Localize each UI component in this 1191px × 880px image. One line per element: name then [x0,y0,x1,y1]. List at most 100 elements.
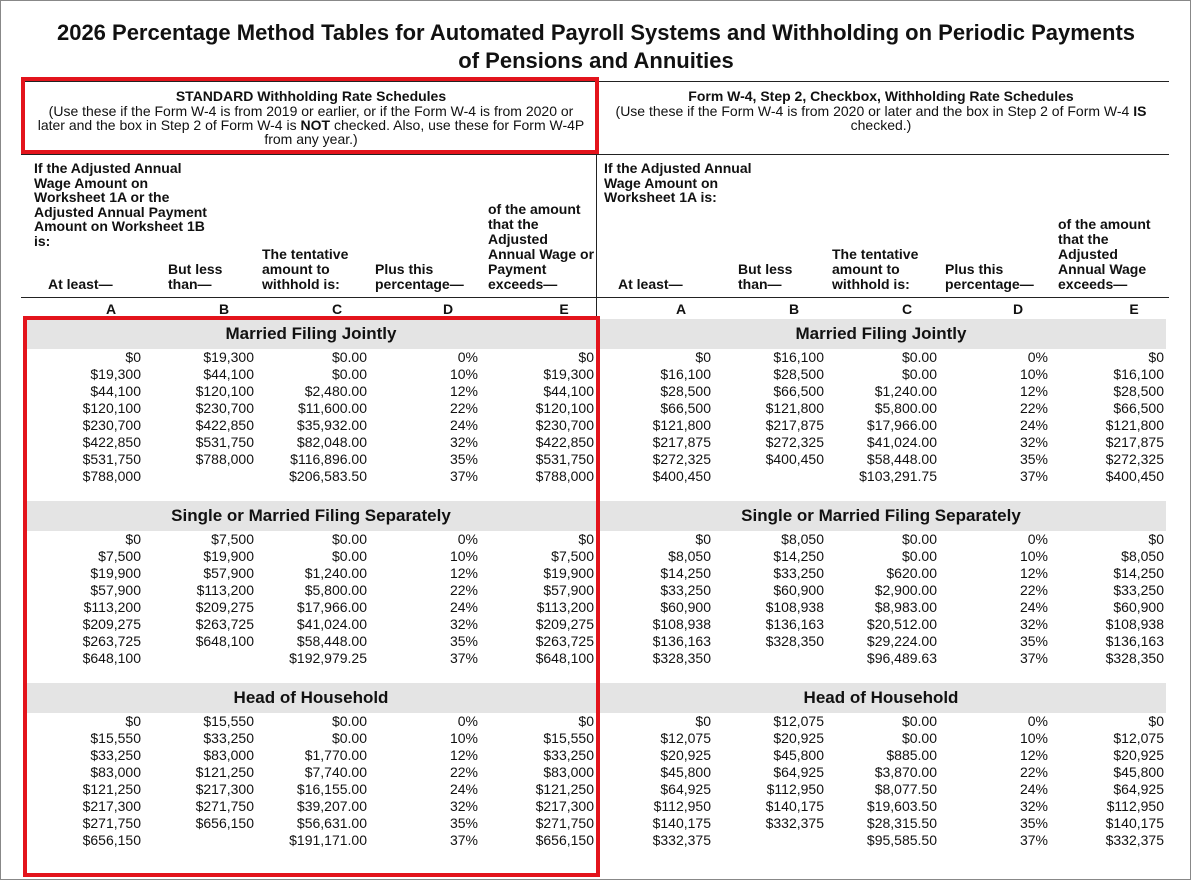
table-cell: 35% [449,815,478,831]
table-cell: $14,250 [660,565,711,581]
table-cell: $209,275 [82,616,141,632]
table-cell: $217,300 [535,798,594,814]
table-cell: 24% [1019,599,1048,615]
section-band [596,319,1166,349]
rule [21,297,1169,298]
table-cell: $95,585.50 [866,832,937,848]
table-cell: $0 [1148,349,1164,365]
table-cell: 10% [1019,366,1048,382]
section-title: Single or Married Filing Separately [171,506,451,525]
table-cell: $422,850 [195,417,254,433]
table-cell: $20,925 [1113,747,1164,763]
table-cell: $620.00 [886,565,937,581]
table-cell: $788,000 [195,451,254,467]
table-cell: $60,900 [1113,599,1164,615]
table-cell: $16,155.00 [296,781,367,797]
table-cell: $15,550 [203,713,254,729]
table-cell: $0 [578,713,594,729]
table-cell: $8,050 [668,548,711,564]
column-letter: E [559,301,569,317]
table-cell: 12% [449,383,478,399]
section-title: Single or Married Filing Separately [741,506,1021,525]
table-cell: 22% [449,400,478,416]
table-cell: $648,100 [195,633,254,649]
table-cell: $271,750 [195,798,254,814]
table-cell: 12% [449,747,478,763]
table-cell: $28,315.50 [866,815,937,831]
table-cell: $328,350 [765,633,824,649]
table-cell: $0 [695,531,711,547]
column-letter: D [442,301,454,317]
table-cell: 22% [1019,582,1048,598]
panel-note: (Use these if the Form W-4 is from 2019 … [36,104,586,146]
table-cell: $64,925 [1113,781,1164,797]
table-cell: $19,900 [90,565,141,581]
section-band [26,683,596,713]
table-cell: 12% [1019,565,1048,581]
table-cell: $19,300 [543,366,594,382]
table-cell: $57,900 [203,565,254,581]
table-cell: $272,325 [1105,451,1164,467]
table-cell: $8,050 [781,531,824,547]
table-cell: $0 [578,531,594,547]
note-part: IS [1133,103,1147,119]
section-band [26,501,596,531]
table-cell: $57,900 [90,582,141,598]
table-cell: 0% [457,349,478,365]
table-cell: $96,489.63 [866,650,937,666]
table-cell: $217,875 [765,417,824,433]
column-letter: D [1012,301,1024,317]
section-title: Married Filing Jointly [225,324,397,343]
table-cell: $83,000 [203,747,254,763]
table-cell: $58,448.00 [296,633,367,649]
table-cell: $531,750 [195,434,254,450]
table-cell: 32% [1019,616,1048,632]
section-title: Head of Household [803,688,959,707]
table-cell: $0.00 [331,531,367,547]
table-cell: $230,700 [82,417,141,433]
table-cell: $7,500 [551,548,594,564]
column-letter: C [901,301,913,317]
table-cell: $7,500 [211,531,254,547]
title: 2026 Percentage Method Tables for Automa… [56,20,1136,73]
table-cell: $0.00 [331,713,367,729]
table-cell: $271,750 [535,815,594,831]
table-cell: 0% [1027,713,1048,729]
table-cell: $0 [125,349,141,365]
table-cell: $1,240.00 [304,565,367,581]
table-cell: $33,250 [660,582,711,598]
table-cell: 37% [449,832,478,848]
table-cell: $56,631.00 [296,815,367,831]
table-cell: $531,750 [82,451,141,467]
table-cell: $0.00 [901,713,937,729]
table-cell: $33,250 [203,730,254,746]
table-cell: $28,500 [660,383,711,399]
table-cell: 37% [449,468,478,484]
table-cell: $66,500 [1113,400,1164,416]
section-band [596,501,1166,531]
table-cell: $82,048.00 [296,434,367,450]
table-cell: $44,100 [543,383,594,399]
table-cell: $19,603.50 [866,798,937,814]
section-title: Married Filing Jointly [795,324,967,343]
table-cell: $17,966.00 [866,417,937,433]
table-cell: 37% [449,650,478,666]
table-cell: $2,480.00 [304,383,367,399]
table-cell: $19,300 [90,366,141,382]
table-cell: $8,050 [1121,548,1164,564]
table-cell: $33,250 [543,747,594,763]
highlight-box [23,316,600,877]
table-cell: $12,075 [1113,730,1164,746]
table-cell: 0% [457,531,478,547]
column-letter: B [788,301,800,317]
table-cell: 22% [449,582,478,598]
table-cell: 10% [1019,730,1048,746]
table-cell: $19,300 [203,349,254,365]
table-cell: $35,932.00 [296,417,367,433]
table-cell: $108,938 [652,616,711,632]
table-cell: $45,800 [660,764,711,780]
table-cell: $1,240.00 [874,383,937,399]
note-part: NOT [300,117,331,133]
table-cell: $41,024.00 [866,434,937,450]
